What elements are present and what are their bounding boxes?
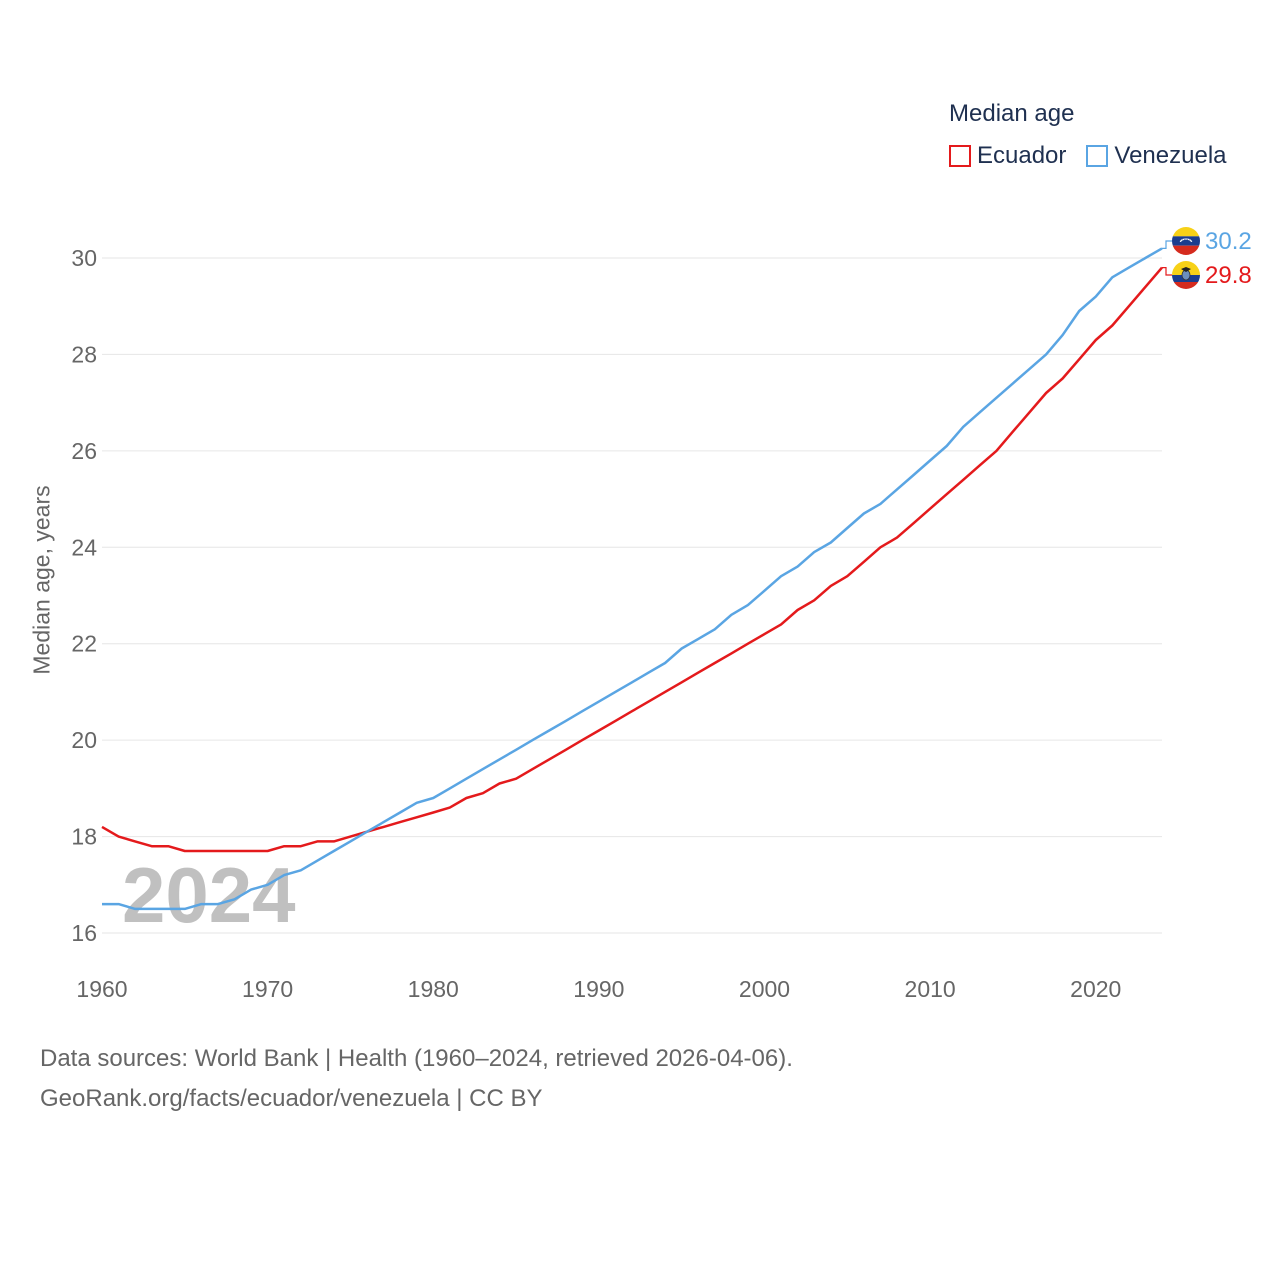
end-label-venezuela: 30.2	[1205, 228, 1252, 255]
legend-label-venezuela: Venezuela	[1114, 142, 1227, 169]
legend-item-ecuador[interactable]: Ecuador	[949, 142, 1066, 170]
x-tick-label: 1980	[408, 976, 459, 1002]
venezuela-flag-icon	[1172, 227, 1200, 255]
legend-title: Median age	[949, 100, 1075, 127]
ecuador-flag-icon	[1172, 261, 1200, 289]
legend-label-ecuador: Ecuador	[977, 142, 1067, 169]
leader-line-venezuela	[1162, 240, 1172, 249]
x-tick-label: 2020	[1070, 976, 1121, 1002]
x-tick-label: 1960	[76, 976, 127, 1002]
y-tick-label: 20	[71, 727, 97, 753]
y-tick-label: 16	[71, 920, 97, 946]
series-line-venezuela	[102, 247, 1163, 911]
y-tick-label: 22	[71, 631, 97, 657]
legend: Ecuador Venezuela	[949, 142, 1247, 170]
legend-item-venezuela[interactable]: Venezuela	[1086, 142, 1227, 170]
end-label-ecuador: 29.8	[1205, 262, 1252, 289]
x-tick-label: 1990	[573, 976, 624, 1002]
footer-sources: Data sources: World Bank | Health (1960–…	[40, 1045, 793, 1072]
y-tick-label: 18	[71, 824, 97, 850]
y-tick-label: 28	[71, 341, 97, 367]
series-line-ecuador	[101, 266, 1163, 853]
y-tick-label: 30	[71, 245, 97, 271]
y-tick-label: 26	[71, 438, 97, 464]
x-tick-label: 2000	[739, 976, 790, 1002]
legend-swatch-venezuela	[1086, 145, 1109, 167]
footer-link[interactable]: GeoRank.org/facts/ecuador/venezuela | CC…	[40, 1085, 543, 1112]
y-tick-label: 24	[71, 534, 97, 560]
legend-swatch-ecuador	[949, 145, 971, 167]
year-watermark: 2024	[122, 851, 296, 939]
x-tick-label: 1970	[242, 976, 293, 1002]
leader-line-ecuador	[1162, 267, 1172, 276]
x-tick-label: 2010	[905, 976, 956, 1002]
